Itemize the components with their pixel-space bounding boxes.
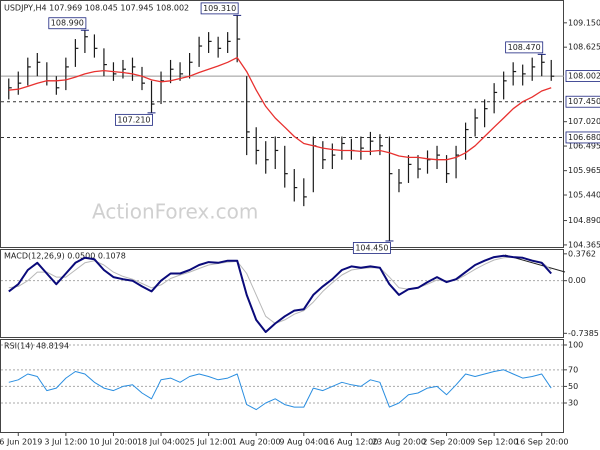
y-tick-label: 0.3762 [568, 249, 596, 258]
label-box [565, 70, 600, 82]
y-tick-label: 105.965 [568, 166, 600, 175]
chart-title: USDJPY,H4 107.969 108.045 107.945 108.00… [4, 4, 189, 13]
y-tick-label: -0.7385 [568, 329, 599, 338]
x-tick-label: 16 Sep 20:00 [515, 438, 568, 447]
x-tick-label: 18 Jul 04:00 [137, 438, 185, 447]
y-tick-label: 104.890 [568, 216, 600, 225]
y-tick-label: 104.365 [568, 240, 600, 249]
y-tick-label: 108.625 [568, 43, 600, 52]
rsi-title: RSI(14) 48.8194 [4, 342, 69, 351]
label-box [505, 41, 544, 54]
x-tick-label: 16 Aug 12:00 [324, 438, 378, 447]
y-tick-label: 109.150 [568, 18, 600, 27]
y-tick-label: 30 [568, 398, 578, 407]
rsi-frame [0, 339, 564, 433]
level-label: 109.310 [203, 4, 236, 13]
level-label: 108.470 [508, 43, 541, 52]
x-tick-label: 2 Sep 20:00 [422, 438, 470, 447]
y-tick-label: 105.440 [568, 191, 600, 200]
macd-line [8, 254, 552, 333]
level-label: 107.210 [117, 115, 150, 124]
x-tick-label: 23 Aug 20:00 [372, 438, 426, 447]
y-tick-label: 50 [568, 382, 578, 391]
label-box [565, 95, 600, 108]
watermark: ActionForex.com [92, 200, 258, 224]
y-tick-label: 100 [568, 340, 583, 349]
level-label: 107.450 [568, 97, 600, 106]
main-frame [0, 0, 564, 248]
label-box [352, 242, 391, 254]
level-label: 106.680 [568, 133, 600, 142]
moving-average [8, 56, 552, 161]
level-label: 108.002 [568, 72, 600, 81]
macd-title: MACD(12,26,9) 0.0500 0.1078 [4, 252, 126, 261]
y-tick-label: 106.495 [568, 142, 600, 151]
macd-frame [0, 249, 564, 338]
y-tick-label: 0.00 [568, 276, 586, 285]
x-tick-label: 10 Jul 20:00 [89, 438, 137, 447]
x-tick-label: 1 Aug 20:00 [232, 438, 281, 447]
rsi-line [8, 369, 552, 411]
signal-line [8, 256, 552, 324]
x-tick-label: 9 Aug 04:00 [279, 438, 328, 447]
x-tick-label: 25 Jul 12:00 [185, 438, 233, 447]
label-box [200, 2, 239, 15]
label-box [115, 113, 153, 126]
label-box [565, 131, 600, 144]
y-tick-label: 107.020 [568, 117, 600, 126]
level-label: 104.450 [355, 243, 388, 252]
y-tick-label: 70 [568, 365, 578, 374]
label-box [48, 17, 87, 30]
x-tick-label: 26 Jun 2019 [0, 438, 42, 447]
x-tick-label: 9 Sep 12:00 [470, 438, 518, 447]
x-tick-label: 3 Jul 12:00 [44, 438, 87, 447]
level-label: 108.990 [51, 19, 84, 28]
